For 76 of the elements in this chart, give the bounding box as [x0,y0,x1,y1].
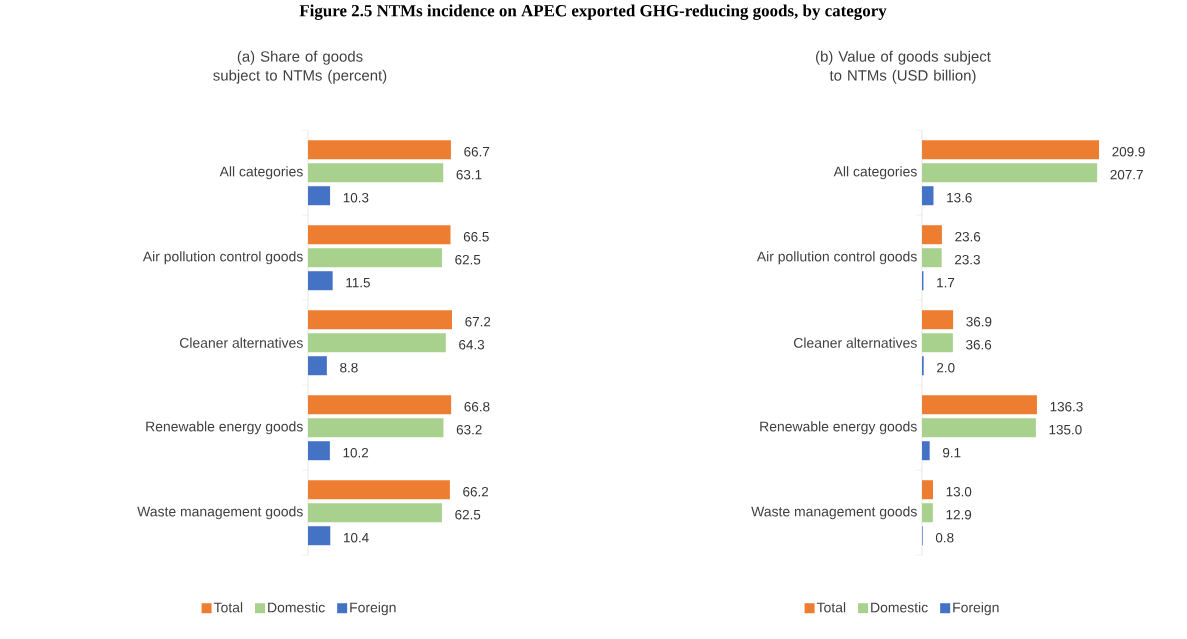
bar [922,333,953,353]
data-label: 62.5 [455,254,481,265]
bar [922,248,942,268]
bar [308,163,444,183]
data-label: 207.7 [1110,169,1143,180]
bar [922,140,1100,160]
chart-title: (b) Value of goods subject to NTMs (USD billion) [816,50,991,84]
data-label: 66.8 [464,401,490,412]
data-label: 12.9 [946,509,972,520]
y-tick-label: Renewable energy goods [146,421,303,435]
data-label: 8.8 [340,362,358,373]
data-label: 64.3 [459,339,485,350]
data-label: 62.5 [455,509,481,520]
y-tick-label: Air pollution control goods [756,251,917,265]
bar [308,310,453,330]
bar [308,271,333,291]
legend-label: Total [213,602,243,613]
bar [308,333,446,353]
data-label: 11.5 [346,277,370,288]
y-tick-label: Waste management goods [137,506,303,520]
bar [308,503,442,523]
caption: Figure 2.5 NTMs incidence on APEC exported GHG-reducing goods, by category [299,4,887,20]
data-label: 10.3 [343,192,369,203]
bar [922,310,954,330]
legend-label: Domestic [871,602,928,613]
bar [308,441,330,461]
bar [308,140,451,160]
data-label: 36.9 [966,316,992,327]
y-tick-label: Air pollution control goods [142,251,303,265]
legend-label: Domestic [268,602,325,613]
legend-label: Foreign [350,602,396,616]
data-label: 13.6 [947,192,972,203]
bar [922,395,1037,415]
data-label: 66.5 [463,231,489,242]
data-label: 23.3 [955,254,980,265]
data-label: 66.7 [464,146,490,157]
bar [308,418,444,438]
data-label: 66.2 [463,486,489,497]
bar [922,163,1098,183]
bar [922,186,934,206]
data-label: 63.1 [456,169,482,180]
data-label: 23.6 [955,231,981,242]
bar [308,186,331,206]
y-tick-label: Waste management goods [751,506,917,520]
bar [922,480,933,500]
data-label: 1.7 [937,277,955,288]
bar [308,480,450,500]
bar [308,395,452,415]
bar [308,248,442,268]
legend-label: Foreign [953,602,999,616]
data-label: 10.2 [343,447,369,458]
y-tick-label: Cleaner alternatives [793,337,917,348]
data-label: 10.4 [344,532,369,543]
bar [308,356,327,376]
chart-title: (a) Share of goods subject to NTMs (percent) [213,50,387,84]
bar [922,503,933,523]
y-tick-label: All categories [219,166,303,180]
y-tick-label: Cleaner alternatives [179,337,303,348]
bar [308,526,331,546]
data-label: 9.1 [942,447,961,458]
bar [922,441,930,461]
y-tick-label: All categories [833,166,917,180]
data-label: 13.0 [946,486,972,497]
bar [922,418,1036,438]
data-label: 136.3 [1050,401,1083,412]
data-label: 36.6 [966,339,992,350]
data-label: 209.9 [1112,146,1145,157]
legend-label: Total [816,602,846,613]
bar [308,225,451,245]
data-label: 2.0 [937,362,955,373]
data-label: 135.0 [1049,424,1082,435]
data-label: 0.8 [935,532,954,543]
y-tick-label: Renewable energy goods [760,421,917,435]
data-label: 63.2 [456,424,482,435]
data-label: 67.2 [465,316,491,327]
bar [922,225,942,245]
